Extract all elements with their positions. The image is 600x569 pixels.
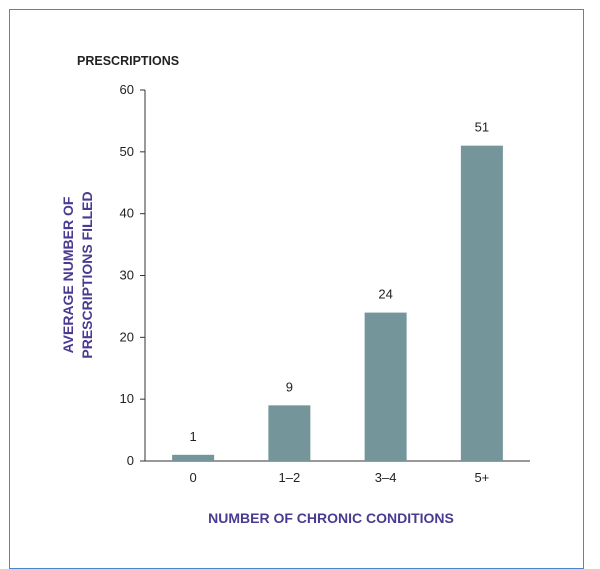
y-tick-label: 40 [120, 206, 134, 221]
bar-value-label: 24 [378, 287, 392, 302]
bar-value-label: 51 [475, 120, 489, 135]
bar-value-label: 9 [286, 379, 293, 394]
y-axis-title-line2: PRESCRIPTIONS FILLED [79, 191, 95, 358]
bar-value-label: 1 [190, 429, 197, 444]
y-tick-label: 0 [127, 453, 134, 468]
y-tick-label: 20 [120, 329, 134, 344]
bar-chart: PRESCRIPTIONS AVERAGE NUMBER OF PRESCRIP… [60, 54, 530, 526]
y-tick-label: 60 [120, 82, 134, 97]
x-tick-label: 1–2 [279, 470, 301, 485]
y-tick-label: 30 [120, 268, 134, 283]
bar [364, 312, 407, 461]
x-tick-label: 5+ [474, 470, 489, 485]
y-unit-label: PRESCRIPTIONS [77, 54, 179, 68]
bar [460, 145, 503, 461]
bar [172, 454, 215, 461]
x-tick-label: 0 [190, 470, 197, 485]
y-axis-title-line1: AVERAGE NUMBER OF [60, 196, 76, 353]
x-tick-label: 3–4 [375, 470, 397, 485]
y-tick-label: 10 [120, 391, 134, 406]
x-axis-title: NUMBER OF CHRONIC CONDITIONS [208, 510, 454, 526]
y-tick-label: 50 [120, 144, 134, 159]
bar [268, 405, 311, 461]
